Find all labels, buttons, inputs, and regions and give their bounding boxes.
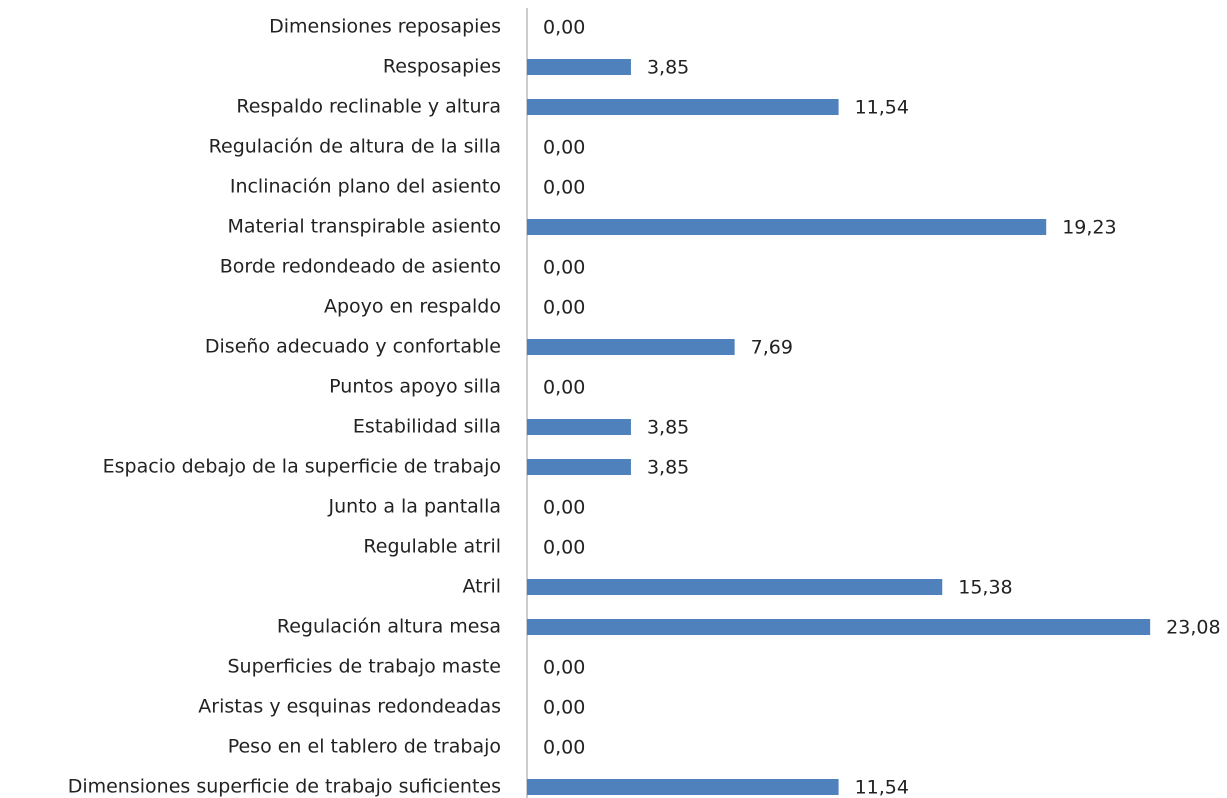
category-label: Material transpirable asiento <box>227 216 501 238</box>
value-label: 0,00 <box>543 697 585 719</box>
value-label: 0,00 <box>543 177 585 199</box>
category-label: Regulación de altura de la silla <box>209 136 501 158</box>
category-label: Superficies de trabajo maste <box>227 656 501 678</box>
value-label: 0,00 <box>543 497 585 519</box>
value-label: 3,85 <box>647 417 689 439</box>
value-label: 3,85 <box>647 457 689 479</box>
value-label: 0,00 <box>543 257 585 279</box>
category-label: Inclinación plano del asiento <box>230 176 501 198</box>
bar <box>527 579 943 595</box>
value-label: 0,00 <box>543 297 585 319</box>
category-label: Dimensiones reposapies <box>269 16 501 38</box>
category-label: Espacio debajo de la superficie de traba… <box>103 456 501 478</box>
value-label: 7,69 <box>751 337 793 359</box>
category-label: Borde redondeado de asiento <box>220 256 501 278</box>
value-label: 0,00 <box>543 537 585 559</box>
category-label: Respaldo reclinable y altura <box>236 96 501 118</box>
bar <box>527 339 735 355</box>
bar <box>527 219 1047 235</box>
category-label: Atril <box>463 576 501 598</box>
bar <box>527 779 839 795</box>
bar <box>527 459 631 475</box>
value-label: 19,23 <box>1062 217 1116 239</box>
value-label: 11,54 <box>855 777 909 798</box>
bar <box>527 59 631 75</box>
value-label: 0,00 <box>543 17 585 39</box>
bar <box>527 619 1151 635</box>
value-label: 3,85 <box>647 57 689 79</box>
value-label: 15,38 <box>958 577 1012 599</box>
category-label: Junto a la pantalla <box>328 496 501 518</box>
value-label: 0,00 <box>543 657 585 679</box>
value-label: 23,08 <box>1166 617 1220 639</box>
category-label: Regulable atril <box>363 536 501 558</box>
bar <box>527 419 631 435</box>
category-label: Regulación altura mesa <box>277 616 501 638</box>
category-label: Estabilidad silla <box>353 416 501 438</box>
category-label: Dimensiones superficie de trabajo sufici… <box>68 776 501 798</box>
category-label: Puntos apoyo silla <box>329 376 501 398</box>
value-label: 11,54 <box>855 97 909 119</box>
value-label: 0,00 <box>543 137 585 159</box>
category-label: Peso en el tablero de trabajo <box>228 736 501 758</box>
category-label: Apoyo en respaldo <box>324 296 501 318</box>
category-label: Aristas y esquinas redondeadas <box>198 696 501 718</box>
bar <box>527 99 839 115</box>
value-label: 0,00 <box>543 737 585 759</box>
category-label: Diseño adecuado y confortable <box>205 336 501 358</box>
category-label: Resposapies <box>383 56 501 78</box>
value-label: 0,00 <box>543 377 585 399</box>
